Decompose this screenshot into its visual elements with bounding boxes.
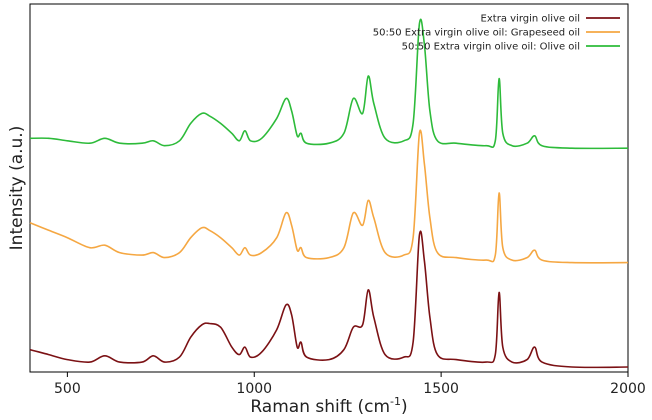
legend-label-3: 50:50 Extra virgin olive oil: Olive oil — [402, 42, 580, 53]
x-tick-label-1000: 1000 — [236, 381, 272, 397]
x-tick-label-2000: 2000 — [610, 381, 646, 397]
series-line-2 — [29, 129, 629, 264]
y-axis-title: Intensity (a.u.) — [7, 126, 27, 251]
series-line-1 — [29, 230, 629, 369]
x-tick-label-500: 500 — [54, 381, 81, 397]
legend-label-2: 50:50 Extra virgin olive oil: Grapeseed … — [373, 28, 580, 39]
x-tick-label-1500: 1500 — [423, 381, 459, 397]
x-axis-title: Raman shift (cm-1) — [250, 395, 407, 417]
series-line-3 — [29, 18, 629, 150]
plot-frame — [29, 3, 629, 373]
legend-label-1: Extra virgin olive oil — [481, 14, 580, 25]
